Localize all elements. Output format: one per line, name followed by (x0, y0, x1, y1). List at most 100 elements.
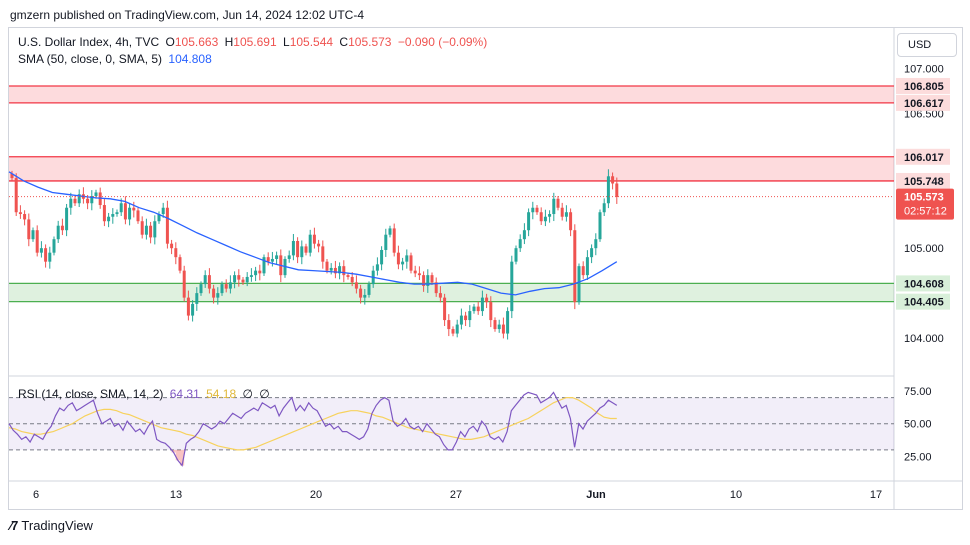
time-tick-label: 13 (170, 489, 182, 501)
candle-body (102, 205, 106, 222)
candle-body (480, 297, 484, 312)
candle-body (195, 293, 199, 304)
rsi-legend: RSI (14, close, SMA, 14, 2) 64.31 54.18 … (18, 387, 273, 401)
legend-symbol[interactable]: U.S. Dollar Index, 4h, TVC (18, 35, 160, 49)
candle-body (94, 192, 98, 197)
candle-body (375, 264, 379, 271)
zone-price-tag (896, 172, 950, 189)
candle-body (86, 198, 90, 204)
legend-close: 105.573 (348, 35, 392, 49)
candle-body (153, 221, 157, 238)
candle-body (594, 239, 598, 249)
currency-button[interactable]: USD (897, 33, 957, 57)
candle-body (489, 302, 493, 321)
candle-body (556, 198, 560, 208)
rsi-extra-2: ∅ (259, 387, 270, 401)
candle-body (216, 293, 220, 298)
candle-body (451, 329, 455, 334)
candle-body (615, 183, 619, 197)
candle-body (136, 210, 140, 222)
rsi-tick-label: 75.00 (904, 386, 932, 398)
candle-body (144, 225, 148, 235)
candle-body (388, 228, 392, 235)
legend-open: 105.663 (174, 35, 219, 49)
candle-body (510, 261, 514, 312)
candle-body (602, 203, 606, 213)
candle-body (44, 248, 48, 262)
candle-body (296, 240, 300, 258)
candle-body (203, 275, 207, 285)
candle-body (522, 230, 526, 240)
candle-body (569, 212, 573, 231)
time-tick-label: 27 (450, 489, 462, 501)
candle-body (325, 261, 329, 271)
candle-body (31, 230, 35, 240)
candle-body (417, 273, 421, 276)
time-tick-label: 17 (870, 489, 882, 501)
candle-body (123, 203, 127, 220)
zone-support (9, 283, 894, 302)
candle-body (590, 248, 594, 258)
published-caption: gmzern published on TradingView.com, Jun… (10, 8, 364, 22)
candle-body (321, 246, 325, 262)
candle-body (464, 315, 468, 321)
candle-body (548, 214, 552, 217)
tradingview-logo-icon: ⁄7 (10, 518, 18, 533)
zone-price-tag (896, 275, 950, 292)
candle-body (354, 282, 358, 289)
candle-body (485, 297, 489, 303)
candle-body (401, 261, 405, 265)
candle-body (157, 214, 161, 222)
candle-body (10, 173, 14, 179)
candle-body (128, 207, 132, 220)
sma-label[interactable]: SMA (50, close, 0, SMA, 5) (18, 52, 163, 66)
tradingview-logo[interactable]: ⁄7 TradingView (10, 518, 93, 533)
candle-body (18, 212, 22, 215)
candle-body (69, 198, 73, 208)
candle-body (552, 198, 556, 215)
candle-body (497, 324, 501, 330)
sma-line (8, 171, 618, 296)
candle-body (438, 293, 442, 298)
candle-body (413, 270, 417, 274)
candle-body (77, 194, 81, 204)
candle-body (409, 255, 413, 271)
candle-body (27, 219, 31, 240)
rsi-extra-1: ∅ (242, 387, 253, 401)
candle-body (186, 297, 190, 316)
candle-body (329, 267, 333, 271)
candle-body (384, 234, 388, 250)
candle-body (430, 275, 434, 283)
rsi-oversold-fill (175, 449, 180, 461)
rsi-tick-label: 25.00 (904, 451, 932, 463)
candle-body (459, 315, 463, 325)
candle-body (182, 270, 186, 298)
time-tick-label: 20 (310, 489, 322, 501)
rsi-label[interactable]: RSI (14, close, SMA, 14, 2) (18, 387, 164, 401)
candle-body (178, 257, 182, 271)
candle-body (514, 248, 518, 262)
countdown-label: 02:57:12 (904, 206, 947, 218)
candle-body (39, 248, 43, 253)
candle-body (518, 239, 522, 249)
candle-body (493, 320, 497, 330)
candle-body (472, 306, 476, 312)
candle-body (266, 257, 270, 262)
candle-body (287, 255, 291, 259)
candle-body (363, 294, 367, 298)
candle-body (422, 275, 426, 286)
zone-price-label: 106.617 (904, 98, 944, 110)
candle-body (14, 178, 18, 213)
price-tick-label: 105.000 (904, 243, 944, 255)
sma-value: 104.808 (168, 52, 212, 66)
candle-body (245, 276, 249, 283)
candle-body (455, 324, 459, 334)
candle-body (212, 288, 216, 298)
zone-price-tag (896, 148, 950, 165)
time-tick-label: 10 (730, 489, 742, 501)
time-tick-label: Jun (586, 489, 606, 501)
candle-body (56, 225, 60, 240)
rsi-line (8, 391, 618, 467)
price-legend: U.S. Dollar Index, 4h, TVC O105.663 H105… (18, 35, 488, 49)
